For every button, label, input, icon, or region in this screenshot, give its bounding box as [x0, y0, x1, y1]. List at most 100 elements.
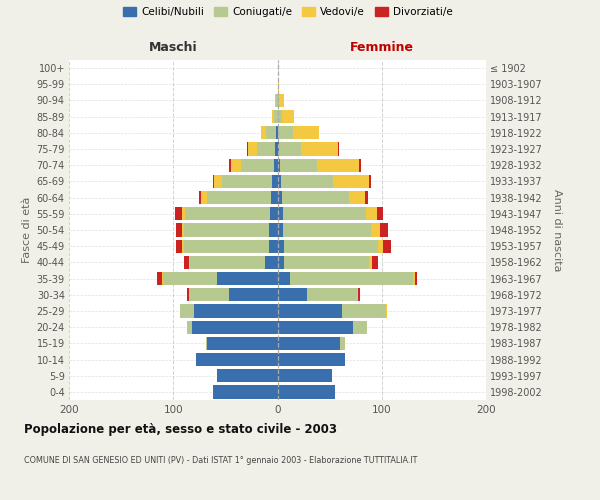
Bar: [199, 191, 202, 204]
Bar: [176, 224, 182, 236]
Bar: [192, 320, 277, 334]
Bar: [277, 240, 284, 253]
Bar: [413, 272, 415, 285]
Bar: [283, 207, 366, 220]
Bar: [357, 288, 358, 302]
Bar: [380, 224, 388, 236]
Bar: [189, 256, 190, 269]
Bar: [386, 304, 387, 318]
Bar: [333, 175, 369, 188]
Bar: [353, 320, 367, 334]
Bar: [281, 191, 349, 204]
Bar: [284, 256, 369, 269]
Bar: [275, 94, 277, 107]
Bar: [194, 304, 277, 318]
Text: Maschi: Maschi: [149, 40, 197, 54]
Bar: [278, 94, 284, 107]
Bar: [274, 158, 277, 172]
Bar: [277, 110, 281, 124]
Bar: [277, 126, 293, 140]
Bar: [369, 256, 373, 269]
Bar: [277, 386, 335, 398]
Bar: [415, 272, 417, 285]
Bar: [185, 207, 270, 220]
Bar: [182, 240, 184, 253]
Bar: [365, 191, 368, 204]
Bar: [163, 272, 217, 285]
Bar: [366, 207, 377, 220]
Bar: [284, 240, 377, 253]
Bar: [277, 142, 278, 156]
Bar: [281, 110, 294, 124]
Bar: [277, 288, 307, 302]
Bar: [277, 224, 283, 236]
Bar: [179, 304, 194, 318]
Bar: [277, 320, 353, 334]
Bar: [277, 158, 280, 172]
Bar: [340, 336, 345, 350]
Bar: [187, 288, 189, 302]
Bar: [277, 78, 278, 91]
Bar: [293, 126, 319, 140]
Bar: [217, 369, 277, 382]
Y-axis label: Fasce di età: Fasce di età: [22, 197, 32, 263]
Bar: [281, 175, 333, 188]
Bar: [265, 256, 277, 269]
Bar: [277, 304, 342, 318]
Text: Femmine: Femmine: [350, 40, 414, 54]
Bar: [377, 207, 383, 220]
Bar: [213, 175, 214, 188]
Bar: [187, 320, 192, 334]
Bar: [269, 224, 277, 236]
Bar: [283, 224, 371, 236]
Bar: [206, 191, 271, 204]
Bar: [307, 288, 357, 302]
Bar: [278, 142, 301, 156]
Bar: [272, 175, 277, 188]
Bar: [189, 288, 229, 302]
Bar: [266, 126, 277, 140]
Bar: [184, 256, 189, 269]
Bar: [369, 175, 371, 188]
Bar: [229, 288, 277, 302]
Bar: [261, 126, 266, 140]
Bar: [277, 207, 283, 220]
Bar: [377, 240, 383, 253]
Bar: [247, 142, 248, 156]
Bar: [162, 272, 163, 285]
Bar: [277, 272, 290, 285]
Bar: [274, 110, 277, 124]
Bar: [184, 224, 269, 236]
Bar: [271, 191, 277, 204]
Bar: [277, 175, 281, 188]
Bar: [371, 224, 380, 236]
Bar: [206, 336, 277, 350]
Bar: [349, 191, 365, 204]
Bar: [222, 175, 272, 188]
Bar: [290, 272, 413, 285]
Bar: [190, 256, 265, 269]
Bar: [182, 207, 185, 220]
Bar: [277, 336, 340, 350]
Bar: [277, 369, 332, 382]
Bar: [213, 386, 277, 398]
Bar: [272, 110, 274, 124]
Bar: [157, 272, 162, 285]
Bar: [176, 240, 182, 253]
Bar: [184, 240, 269, 253]
Bar: [359, 158, 361, 172]
Bar: [257, 142, 275, 156]
Text: Popolazione per età, sesso e stato civile - 2003: Popolazione per età, sesso e stato civil…: [24, 422, 337, 436]
Bar: [202, 191, 206, 204]
Bar: [280, 158, 317, 172]
Bar: [214, 175, 222, 188]
Bar: [277, 191, 281, 204]
Bar: [248, 142, 257, 156]
Bar: [182, 224, 184, 236]
Bar: [241, 158, 274, 172]
Bar: [317, 158, 359, 172]
Bar: [196, 353, 277, 366]
Text: COMUNE DI SAN GENESIO ED UNITI (PV) - Dati ISTAT 1° gennaio 2003 - Elaborazione : COMUNE DI SAN GENESIO ED UNITI (PV) - Da…: [24, 456, 418, 465]
Bar: [217, 272, 277, 285]
Bar: [277, 256, 284, 269]
